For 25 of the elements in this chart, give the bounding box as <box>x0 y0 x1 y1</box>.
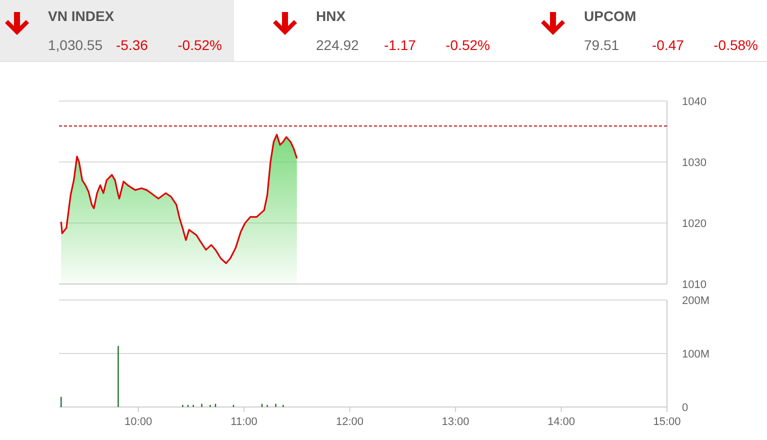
y-tick-label: 1040 <box>682 96 706 108</box>
text: 224.92 <box>316 37 360 53</box>
text: -5.36 <box>116 37 148 53</box>
y-tick-label: 1030 <box>682 157 706 169</box>
x-tick-label: 12:00 <box>336 416 364 428</box>
y-tick-label: 100M <box>682 348 710 360</box>
text: -1.17 <box>384 37 416 53</box>
text: -0.47 <box>652 37 684 53</box>
text: -0.58% <box>714 37 758 53</box>
y-tick-label: 1020 <box>682 218 706 230</box>
y-tick-label: 0 <box>682 402 688 414</box>
text: HNX <box>316 8 346 24</box>
x-tick-label: 11:00 <box>230 416 258 428</box>
text: 79.51 <box>584 37 620 53</box>
x-tick-label: 14:00 <box>547 416 576 428</box>
x-tick-label: 13:00 <box>442 416 470 428</box>
text: -0.52% <box>446 37 490 53</box>
y-tick-label: 1010 <box>682 279 706 291</box>
text: VN INDEX <box>48 8 115 24</box>
y-tick-label: 200M <box>682 295 710 307</box>
text: -0.52% <box>178 37 222 53</box>
x-tick-label: 15:00 <box>653 416 681 428</box>
x-tick-label: 10:00 <box>124 416 152 428</box>
text: UPCOM <box>584 8 636 24</box>
text: 1,030.55 <box>48 37 103 53</box>
